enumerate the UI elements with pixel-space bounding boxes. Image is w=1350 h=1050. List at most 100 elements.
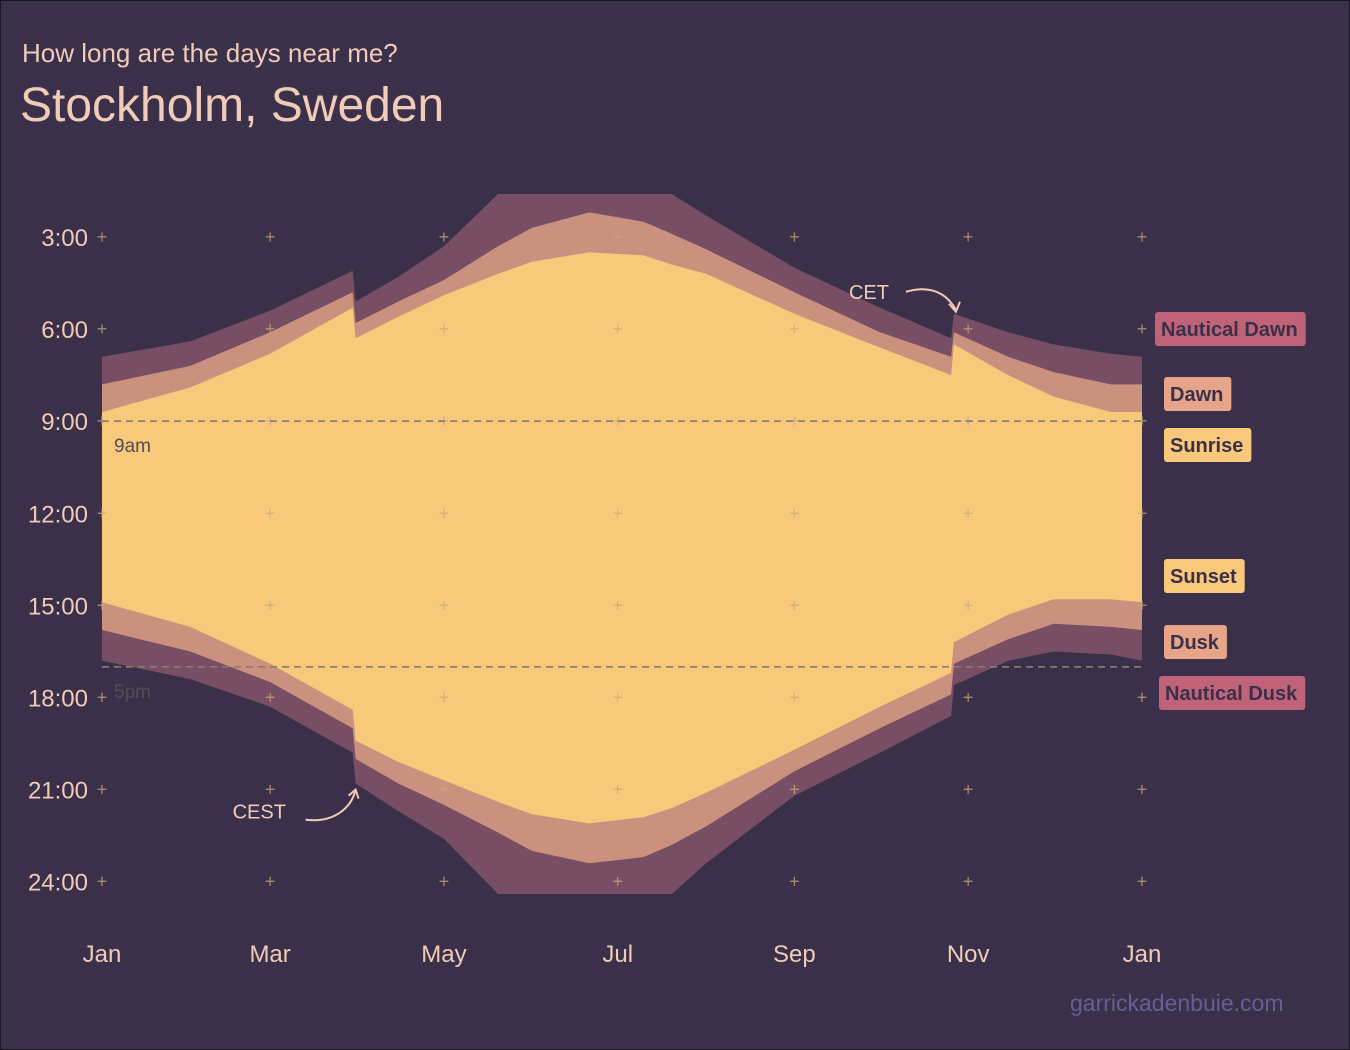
annotation-cest-arrowhead (347, 787, 360, 799)
grid-marker: + (789, 688, 800, 708)
grid-marker: + (612, 227, 623, 247)
grid-marker: + (612, 503, 623, 523)
grid-marker: + (1137, 227, 1148, 247)
label-text: Dawn (1170, 384, 1223, 406)
grid-marker: + (612, 411, 623, 431)
bands-layer (102, 194, 1142, 894)
reference-label-9am: 9am (114, 436, 151, 457)
grid-marker: + (963, 688, 974, 708)
grid-marker: + (1137, 411, 1148, 431)
y-tick-label: 15:00 (28, 593, 88, 620)
grid-marker: + (963, 780, 974, 800)
x-axis: Jan Mar May Jul Sep Nov Jan (83, 941, 1162, 968)
grid-marker: + (963, 503, 974, 523)
label-text: Nautical Dusk (1165, 683, 1298, 705)
grid-marker: + (439, 780, 450, 800)
label-dawn: Dawn (1164, 377, 1232, 411)
series-labels: Nautical Dawn Dawn Sunrise Sunset Dusk Nautic… (1155, 312, 1306, 710)
label-box (1159, 676, 1306, 710)
grid-marker: + (612, 688, 623, 708)
annotation-cest-arrow (305, 789, 357, 822)
y-tick-label: 12:00 (28, 501, 88, 528)
x-tick-label: May (421, 941, 466, 968)
grid-marker: + (265, 688, 276, 708)
grid-marker: + (1137, 503, 1148, 523)
label-box (1155, 312, 1306, 346)
reference-label-5pm: 5pm (114, 682, 151, 703)
grid-marker: + (439, 227, 450, 247)
grid-marker: + (612, 872, 623, 892)
x-tick-label: Jul (602, 941, 633, 968)
grid-marker: + (789, 319, 800, 339)
x-tick-label: Mar (249, 941, 290, 968)
chart-title: Stockholm, Sweden (20, 79, 445, 132)
label-box (1164, 559, 1245, 593)
annotation-cet-arrowhead (948, 301, 961, 314)
grid-marker: + (265, 503, 276, 523)
y-tick-label: 9:00 (41, 409, 88, 436)
grid-marker: + (439, 503, 450, 523)
label-sunrise: Sunrise (1164, 428, 1252, 462)
grid-marker: + (97, 503, 108, 523)
chart-subtitle: How long are the days near me? (22, 38, 398, 68)
grid-marker: + (789, 411, 800, 431)
band-daylight (102, 252, 1142, 824)
x-tick-label: Jan (83, 941, 122, 968)
y-tick-label: 3:00 (41, 225, 88, 252)
grid-marker: + (265, 227, 276, 247)
grid-marker: + (612, 595, 623, 615)
grid-marker: + (97, 595, 108, 615)
label-box (1164, 428, 1252, 462)
grid-marker: + (789, 503, 800, 523)
grid-marker: + (439, 595, 450, 615)
label-text: Dusk (1170, 632, 1220, 654)
grid-marker: + (963, 227, 974, 247)
grid-marker: + (1137, 319, 1148, 339)
y-tick-label: 21:00 (28, 778, 88, 805)
grid-marker: + (612, 780, 623, 800)
grid-marker: + (97, 688, 108, 708)
grid-marker: + (97, 780, 108, 800)
label-nautical-dawn: Nautical Dawn (1155, 312, 1306, 346)
y-axis: 3:00 6:00 9:00 12:00 15:00 18:00 21:00 24:00 (28, 225, 88, 897)
grid-markers: + + + + + + + + + + + + + + + + + + + + + + + + + + + + + + + + + + + + + + + +… (97, 227, 1148, 892)
grid-marker: + (265, 872, 276, 892)
grid-marker: + (612, 319, 623, 339)
grid-marker: + (265, 780, 276, 800)
grid-marker: + (789, 227, 800, 247)
grid-marker: + (789, 872, 800, 892)
annotation-cet: CET (849, 282, 889, 304)
grid-marker: + (439, 688, 450, 708)
grid-marker: + (1137, 688, 1148, 708)
label-box (1164, 377, 1232, 411)
grid-marker: + (97, 319, 108, 339)
reference-lines: 9am 5pm (102, 420, 1142, 703)
grid-marker: + (1137, 780, 1148, 800)
label-nautical-dusk: Nautical Dusk (1159, 676, 1306, 710)
y-tick-label: 18:00 (28, 686, 88, 713)
x-tick-label: Sep (773, 941, 816, 968)
grid-marker: + (963, 595, 974, 615)
grid-marker: + (789, 595, 800, 615)
grid-marker: + (439, 319, 450, 339)
grid-marker: + (963, 319, 974, 339)
grid-marker: + (963, 872, 974, 892)
credit-text: garrickadenbuie.com (1070, 990, 1284, 1016)
x-tick-label: Nov (947, 941, 990, 968)
annotation-cest: CEST (233, 802, 286, 824)
grid-marker: + (97, 872, 108, 892)
label-sunset: Sunset (1164, 559, 1245, 593)
grid-marker: + (265, 319, 276, 339)
annotations: CET CEST (233, 282, 961, 824)
grid-marker: + (1137, 595, 1148, 615)
label-box (1164, 625, 1227, 659)
label-dusk: Dusk (1164, 625, 1227, 659)
label-text: Sunrise (1170, 435, 1243, 457)
grid-marker: + (1137, 872, 1148, 892)
annotation-cet-arrow (905, 288, 957, 311)
y-tick-label: 24:00 (28, 870, 88, 897)
y-tick-label: 6:00 (41, 317, 88, 344)
label-text: Sunset (1170, 566, 1237, 588)
grid-marker: + (265, 595, 276, 615)
